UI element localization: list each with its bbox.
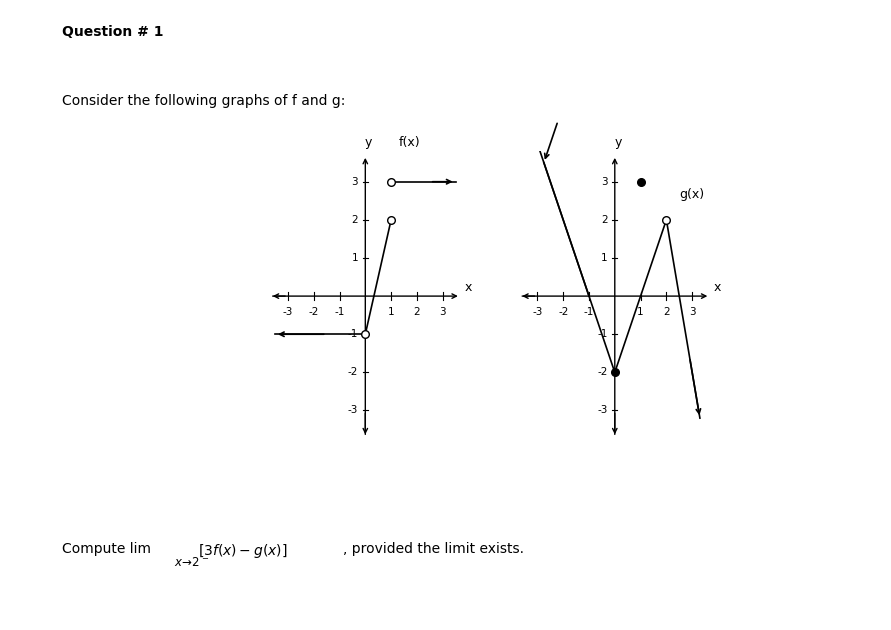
Text: x: x <box>714 281 722 294</box>
Text: $[3f(x)-g(x)]$: $[3f(x)-g(x)]$ <box>198 542 287 560</box>
Text: Compute lim: Compute lim <box>62 542 156 556</box>
Text: , provided the limit exists.: , provided the limit exists. <box>343 542 524 556</box>
Text: -1: -1 <box>584 307 594 317</box>
Text: Question # 1: Question # 1 <box>62 25 164 39</box>
Text: 1: 1 <box>601 253 608 263</box>
Text: -1: -1 <box>347 329 358 339</box>
Text: f(x): f(x) <box>399 136 421 149</box>
Text: 2: 2 <box>351 215 358 225</box>
Text: -2: -2 <box>597 367 608 377</box>
Text: g(x): g(x) <box>679 188 705 201</box>
Text: -3: -3 <box>282 307 293 317</box>
Text: 2: 2 <box>413 307 421 317</box>
Text: x: x <box>464 281 472 294</box>
Text: -2: -2 <box>308 307 319 317</box>
Text: -3: -3 <box>597 406 608 416</box>
Text: 1: 1 <box>351 253 358 263</box>
Text: -2: -2 <box>347 367 358 377</box>
Text: -1: -1 <box>597 329 608 339</box>
Text: Consider the following graphs of f and g:: Consider the following graphs of f and g… <box>62 94 346 108</box>
Text: $x\!\to\!2^-$: $x\!\to\!2^-$ <box>174 556 208 569</box>
Text: 3: 3 <box>601 176 608 186</box>
Text: -3: -3 <box>347 406 358 416</box>
Text: 3: 3 <box>439 307 446 317</box>
Text: y: y <box>364 136 372 149</box>
Text: -2: -2 <box>558 307 568 317</box>
Text: 1: 1 <box>637 307 644 317</box>
Text: -1: -1 <box>334 307 345 317</box>
Text: 3: 3 <box>689 307 696 317</box>
Text: 2: 2 <box>601 215 608 225</box>
Text: 1: 1 <box>388 307 395 317</box>
Text: -3: -3 <box>532 307 543 317</box>
Text: 2: 2 <box>663 307 670 317</box>
Text: 3: 3 <box>351 176 358 186</box>
Text: y: y <box>614 136 622 149</box>
